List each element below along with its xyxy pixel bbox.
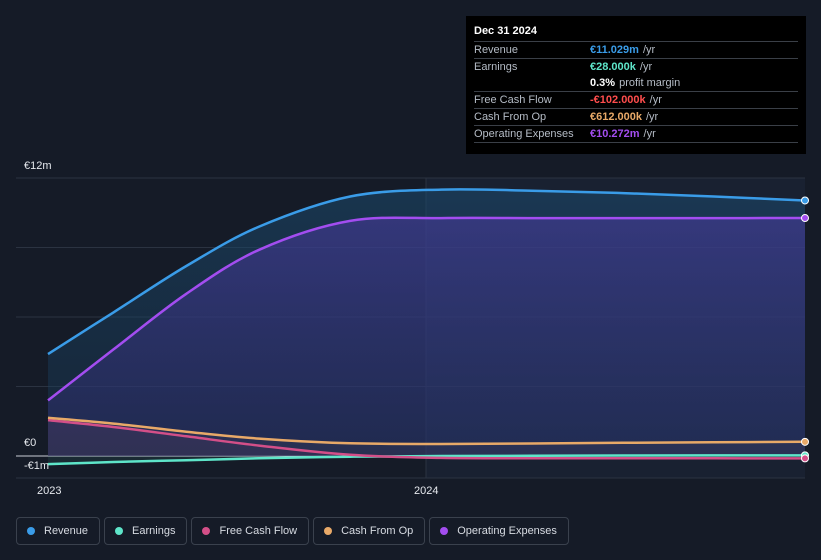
legend-dot-icon [115,527,124,535]
legend-label: Free Cash Flow [219,525,298,537]
tooltip-unit: /yr [642,44,656,56]
tooltip-row-revenue: Revenue €11.029m /yr [474,41,798,58]
tooltip-date: Dec 31 2024 [474,25,537,37]
endpoint-cash-from-op [801,437,809,446]
legend-item-free-cash-flow[interactable]: Free Cash Flow [191,517,310,545]
y-tick-label-12m: €12m [24,160,52,172]
tooltip-value: €11.029m [590,44,639,56]
series-lines [47,188,806,466]
tooltip-value: -€102.000k [590,94,646,106]
legend-dot-icon [324,527,333,535]
legend-item-revenue[interactable]: Revenue [16,517,101,545]
legend-item-operating-expenses[interactable]: Operating Expenses [429,517,569,545]
tooltip-label: Revenue [474,44,519,56]
series-areas [48,189,805,465]
tooltip-row-cfo: Cash From Op €612.000k /yr [474,108,798,125]
tooltip-row-fcf: Free Cash Flow -€102.000k /yr [474,91,798,108]
y-tick-label-neg1m: -€1m [24,460,50,472]
line-operating-expenses [47,216,806,402]
tooltip-unit: /yr [649,94,662,106]
legend-item-earnings[interactable]: Earnings [104,517,188,545]
tooltip-unit: profit margin [619,77,681,89]
tooltip-unit: /yr [639,61,653,73]
legend-label: Operating Expenses [457,525,557,537]
area-earnings [48,455,805,465]
legend-dot-icon [27,527,35,535]
tooltip-row-margin: 0.3% profit margin [474,75,798,91]
line-cash-from-op [47,416,806,446]
tooltip-label: Earnings [474,61,518,73]
area-operating-expenses [48,217,805,456]
tooltip-row-opex: Operating Expenses €10.272m /yr [474,125,798,142]
tooltip-unit: /yr [646,111,659,123]
line-revenue [47,188,806,356]
tooltip-unit: /yr [643,128,656,140]
tooltip-label: Operating Expenses [474,128,574,140]
legend-label: Cash From Op [341,525,414,537]
tooltip-divider [474,142,798,144]
endpoint-operating-expenses [801,214,809,223]
tooltip-label: Free Cash Flow [474,94,552,106]
tooltip-value: €28.000k [590,61,636,73]
legend-dot-icon [202,527,211,535]
tooltip-value: €612.000k [590,111,642,123]
endpoint-revenue [801,196,809,205]
y-tick-label-0: €0 [24,437,37,449]
legend-dot-icon [440,527,449,535]
line-free-cash-flow [47,418,806,460]
x-tick-label-2023: 2023 [37,485,62,497]
data-tooltip: Dec 31 2024 Revenue €11.029m /yr Earning… [466,16,806,154]
tooltip-label: Cash From Op [474,111,547,123]
tooltip-label [474,75,590,91]
chart-legend: Revenue Earnings Free Cash Flow Cash Fro… [16,517,569,545]
tooltip-value: 0.3% [590,77,616,89]
legend-item-cash-from-op[interactable]: Cash From Op [313,517,426,545]
tooltip-row-earnings: Earnings €28.000k /yr [474,58,798,75]
legend-label: Revenue [44,525,89,537]
series-endpoints [801,196,809,463]
x-tick-label-2024: 2024 [414,485,439,497]
endpoint-free-cash-flow [801,454,809,463]
tooltip-value: €10.272m [590,128,640,140]
legend-label: Earnings [132,525,176,537]
